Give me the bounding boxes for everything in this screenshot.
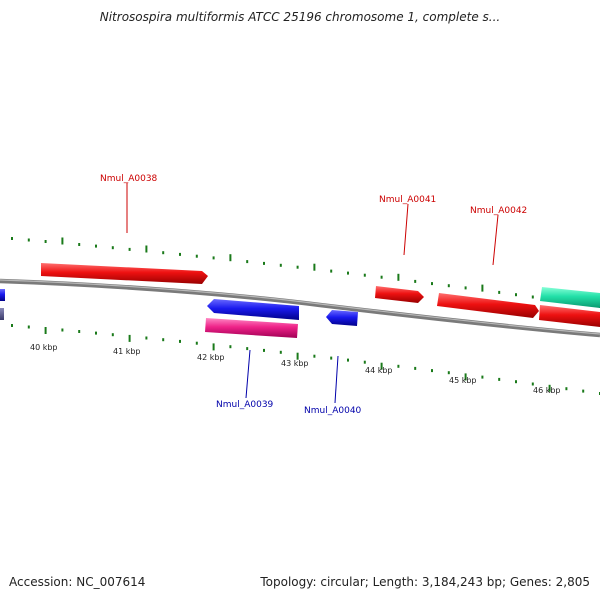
scale-label-43kbp: 43 kbp	[281, 359, 309, 368]
genes	[0, 263, 600, 338]
scale-label-42kbp: 42 kbp	[197, 353, 225, 362]
gene-left-edge-slate[interactable]	[0, 308, 4, 320]
gene-nmul-a0042[interactable]	[437, 293, 539, 318]
gene-nmul-a0038[interactable]	[41, 263, 208, 284]
scale-label-44kbp: 44 kbp	[365, 366, 393, 375]
label-nmul-a0040[interactable]: Nmul_A0040	[304, 406, 362, 416]
genome-summary-text: Topology: circular; Length: 3,184,243 bp…	[260, 575, 590, 589]
scale-label-40kbp: 40 kbp	[30, 343, 58, 352]
gene-nmul-a0039[interactable]	[207, 299, 299, 320]
chromosome-backbone	[0, 278, 600, 338]
accession-text: Accession: NC_007614	[9, 575, 146, 589]
map-title: Nitrosospira multiformis ATCC 25196 chro…	[99, 10, 501, 24]
scale-label-46kbp: 46 kbp	[533, 386, 561, 395]
scale-ticks-outer	[11, 237, 600, 308]
label-nmul-a0038[interactable]: Nmul_A0038	[100, 174, 158, 184]
gene-pink[interactable]	[205, 318, 298, 338]
gene-callouts: Nmul_A0038 Nmul_A0041 Nmul_A0042 Nmul_A0…	[100, 174, 527, 416]
scale-label-45kbp: 45 kbp	[449, 376, 477, 385]
label-nmul-a0041[interactable]: Nmul_A0041	[379, 195, 436, 205]
label-nmul-a0042[interactable]: Nmul_A0042	[470, 206, 527, 216]
scale-ticks-inner	[11, 324, 600, 395]
scale-labels: 40 kbp 41 kbp 42 kbp 43 kbp 44 kbp 45 kb…	[30, 343, 561, 395]
gene-nmul-a0041[interactable]	[375, 286, 424, 303]
gene-right-edge-red[interactable]	[539, 305, 600, 327]
scale-label-41kbp: 41 kbp	[113, 347, 141, 356]
gene-left-edge-blue[interactable]	[0, 289, 5, 301]
gene-nmul-a0040[interactable]	[326, 310, 358, 326]
gene-teal[interactable]	[540, 287, 600, 308]
label-nmul-a0039[interactable]: Nmul_A0039	[216, 400, 274, 410]
